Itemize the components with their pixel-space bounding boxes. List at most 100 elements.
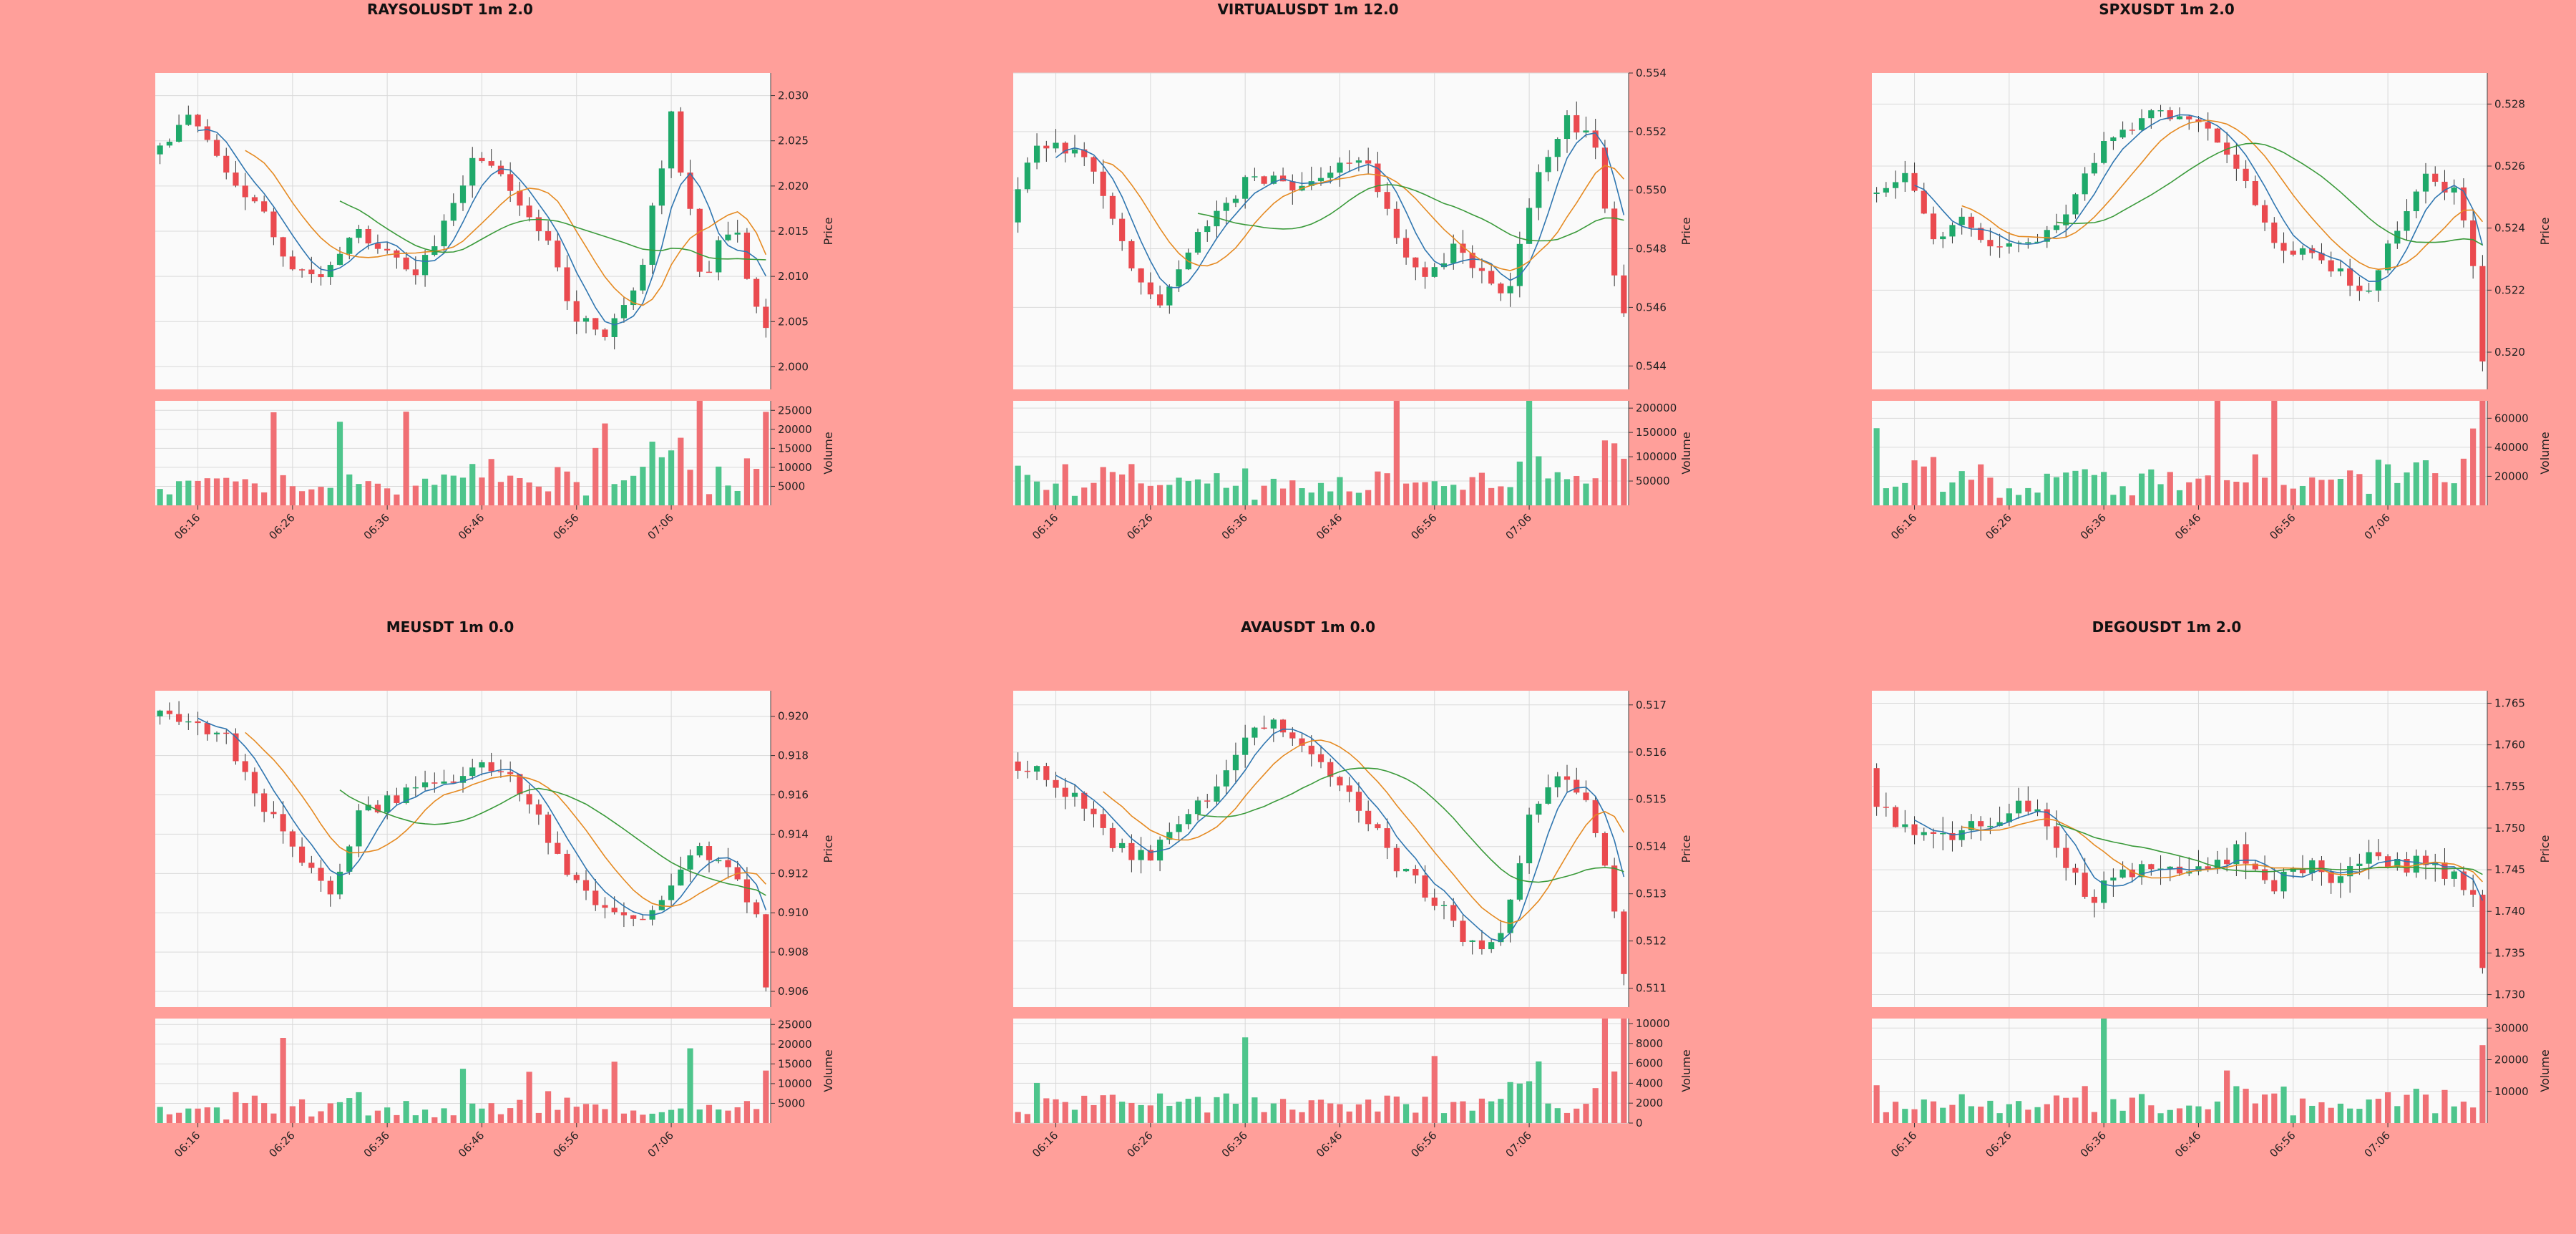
volume-bar xyxy=(1987,1100,1994,1123)
volume-bar xyxy=(1911,1109,1918,1123)
volume-axis-label: Volume xyxy=(2538,432,2552,475)
candle-body xyxy=(2441,181,2448,193)
candle-body xyxy=(1062,142,1068,154)
volume-bar xyxy=(573,1107,580,1123)
candle-body xyxy=(535,804,542,815)
volume-bar xyxy=(630,475,637,505)
price-panel xyxy=(155,691,771,1007)
candle-body xyxy=(602,329,608,337)
volume-tick-label: 60000 xyxy=(2494,412,2529,424)
candle-body xyxy=(716,860,722,862)
candle-body xyxy=(668,885,675,900)
candle-body xyxy=(157,145,163,155)
candle-body xyxy=(270,211,277,238)
price-tick-label: 0.526 xyxy=(2494,160,2525,173)
candle-body xyxy=(611,908,618,913)
volume-bar xyxy=(1299,1112,1305,1123)
candle-body xyxy=(2261,869,2268,880)
candle-body xyxy=(1375,163,1381,193)
candle-body xyxy=(545,815,552,843)
candle-body xyxy=(1033,766,1040,772)
volume-bar xyxy=(1526,1081,1533,1123)
volume-bar xyxy=(2451,1106,2457,1123)
candle-body xyxy=(564,853,570,875)
volume-bar xyxy=(582,495,590,505)
candle-body xyxy=(1232,754,1239,771)
volume-bar xyxy=(1214,473,1220,505)
volume-bar xyxy=(2356,1109,2363,1123)
chart-1: RAYSOLUSDT 1m 2.0 2.000 2.005 2.010 2.015 2.0… xyxy=(155,1,835,542)
volume-bar xyxy=(1536,1061,1542,1123)
price-tick-label: 0.550 xyxy=(1636,184,1667,197)
volume-bar xyxy=(507,475,514,505)
volume-tick-label: 5000 xyxy=(778,1097,805,1109)
volume-tick-label: 15000 xyxy=(778,1057,812,1070)
volume-bar xyxy=(545,1091,552,1123)
volume-bar xyxy=(1062,1102,1068,1123)
volume-bar xyxy=(1279,1099,1287,1123)
candle-body xyxy=(2025,800,2031,812)
volume-bar xyxy=(336,1102,343,1123)
candle-body xyxy=(526,205,532,218)
candle-body xyxy=(1024,770,1030,772)
volume-bar xyxy=(1166,1105,1173,1123)
volume-bar xyxy=(1883,488,1889,505)
candle-body xyxy=(2110,137,2117,142)
candle-body xyxy=(1252,176,1258,178)
volume-bar xyxy=(1996,1113,2003,1123)
candle-body xyxy=(2072,194,2079,215)
candle-body xyxy=(1469,253,1475,268)
price-tick-label: 0.914 xyxy=(778,827,809,840)
volume-bar xyxy=(716,466,722,505)
volume-bar xyxy=(1601,440,1609,505)
candle-body xyxy=(1592,130,1599,148)
candle-body xyxy=(1478,268,1485,271)
volume-bar xyxy=(1554,472,1561,505)
volume-bar xyxy=(611,1061,618,1123)
volume-bar xyxy=(1902,482,1908,505)
volume-bar xyxy=(195,480,201,505)
volume-bar xyxy=(1365,1099,1372,1123)
volume-bar xyxy=(1621,458,1627,505)
candle-body xyxy=(1327,762,1334,777)
volume-bar xyxy=(421,1109,429,1123)
candle-body xyxy=(1601,147,1609,209)
candle-body xyxy=(1996,246,2003,248)
candle-body xyxy=(2328,872,2334,883)
candle-body xyxy=(1958,216,1965,225)
candle-body xyxy=(535,217,542,231)
volume-bar xyxy=(1270,478,1277,505)
candle-body xyxy=(185,115,192,125)
candle-body xyxy=(1176,824,1182,832)
volume-bar xyxy=(1930,1101,1937,1123)
volume-bar xyxy=(2176,490,2183,505)
candle-body xyxy=(2015,242,2022,244)
moving-average-line xyxy=(1914,114,2484,283)
time-tick-label: 06:46 xyxy=(1314,511,1345,542)
candle-body xyxy=(2224,860,2230,865)
volume-bar xyxy=(289,1106,296,1123)
candle-body xyxy=(555,241,561,268)
chart-6: DEGOUSDT 1m 2.0 1.730 1.735 1.740 1.745 1.750… xyxy=(1872,618,2552,1160)
volume-bar xyxy=(2413,1089,2419,1123)
candle-body xyxy=(1940,832,1946,835)
volume-bar xyxy=(2006,1104,2012,1123)
time-tick-label: 06:26 xyxy=(1124,1129,1155,1160)
volume-bar xyxy=(1902,1109,1908,1123)
time-tick-label: 06:36 xyxy=(2078,511,2109,542)
volume-bar xyxy=(1119,474,1126,505)
volume-bar xyxy=(1299,488,1305,505)
candle-body xyxy=(2176,116,2183,120)
volume-bar xyxy=(1081,487,1088,505)
candle-body xyxy=(1460,243,1466,253)
candle-body xyxy=(2044,230,2050,242)
price-tick-label: 0.515 xyxy=(1636,793,1667,806)
candle-body xyxy=(270,812,277,815)
price-tick-label: 0.552 xyxy=(1636,125,1667,138)
volume-bar xyxy=(687,470,693,505)
candle-body xyxy=(678,111,684,173)
volume-bar xyxy=(327,487,333,505)
volume-bar xyxy=(1996,497,2003,505)
volume-axis-label: Volume xyxy=(1679,1049,1693,1092)
candle-body xyxy=(2214,860,2221,870)
